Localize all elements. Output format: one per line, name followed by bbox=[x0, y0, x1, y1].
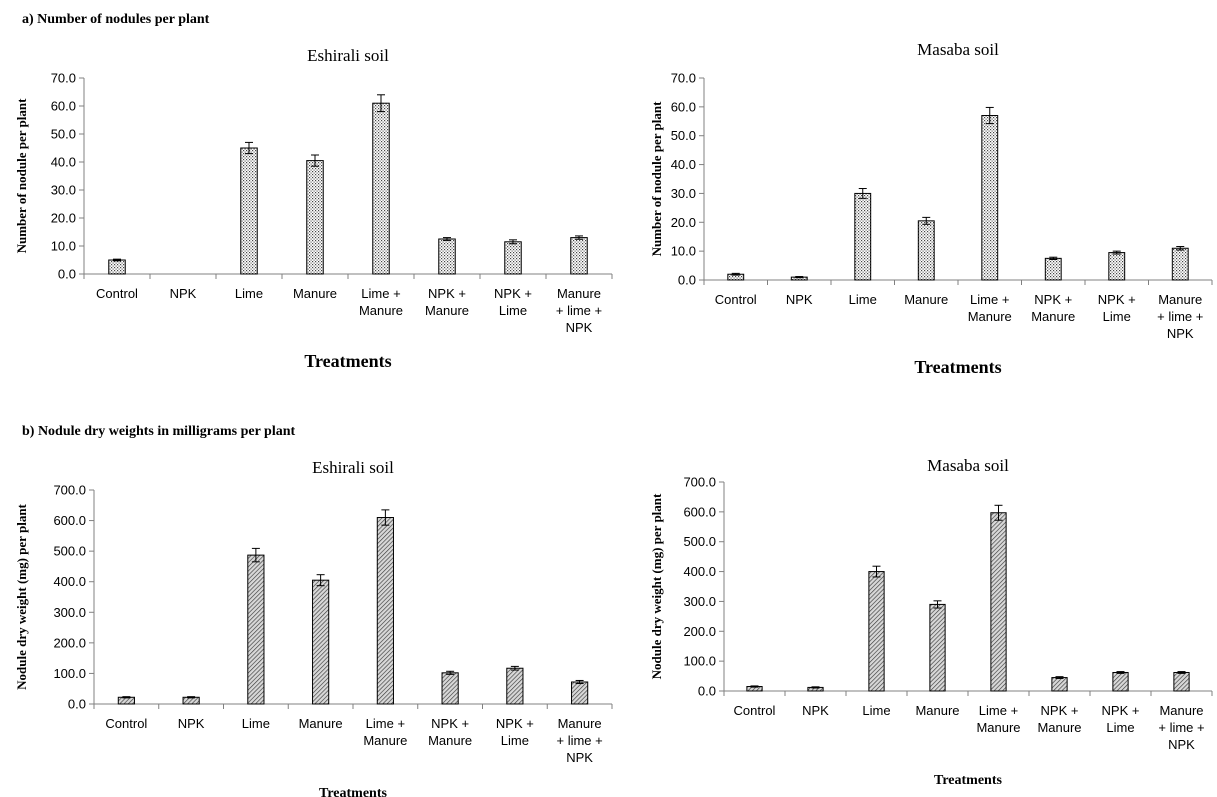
y-tick-label: 100.0 bbox=[683, 654, 716, 669]
category-label: Manure bbox=[299, 716, 343, 731]
category-label: Control bbox=[734, 703, 776, 718]
category-label: Control bbox=[105, 716, 147, 731]
chart-title: Masaba soil bbox=[917, 40, 999, 59]
bar bbox=[868, 571, 885, 692]
category-label: NPK + Lime bbox=[496, 716, 534, 748]
chart-dryweight-eshirali: Eshirali soil 0.0 100.0 200.0 300.0 400.0 500… bbox=[0, 0, 613, 797]
y-tick-label: 30.0 bbox=[51, 183, 76, 198]
x-axis-label: Treatments bbox=[934, 773, 1002, 788]
chart-nodules-masaba: Masaba soil 0.0 10.0 20.0 30.0 40.0 50.0 60.0 7… bbox=[649, 40, 1213, 377]
category-label: Manure bbox=[293, 286, 337, 301]
bar bbox=[1051, 677, 1068, 692]
category-label: NPK bbox=[178, 716, 205, 731]
category-label: Manure bbox=[915, 703, 959, 718]
category-label: Lime + Manure bbox=[359, 286, 403, 318]
category-label: Control bbox=[715, 292, 757, 307]
y-tick-label: 40.0 bbox=[671, 157, 696, 172]
category-label: Manure + lime + NPK bbox=[557, 716, 603, 765]
y-tick-label: 200.0 bbox=[53, 635, 86, 650]
y-tick-label: 500.0 bbox=[53, 544, 86, 559]
y-tick-label: 300.0 bbox=[53, 605, 86, 620]
category-label: NPK + Manure bbox=[428, 716, 472, 748]
x-axis-label: Treatments bbox=[319, 786, 387, 797]
category-label: NPK + Lime bbox=[1098, 292, 1136, 324]
y-tick-label: 10.0 bbox=[671, 244, 696, 259]
y-tick-label: 20.0 bbox=[51, 211, 76, 226]
section-b-label: b) Nodule dry weights in milligrams per … bbox=[22, 424, 296, 439]
y-tick-label: 0.0 bbox=[68, 697, 86, 712]
chart-nodules-eshirali: Eshirali soil 0.0 10.0 20.0 30.0 40.0 50.0 60.… bbox=[0, 0, 613, 400]
y-tick-label: 70.0 bbox=[671, 71, 696, 86]
x-axis-label: Treatments bbox=[914, 357, 1001, 377]
y-tick-label: 0.0 bbox=[58, 267, 76, 282]
category-label: NPK bbox=[786, 292, 813, 307]
category-label: NPK bbox=[802, 703, 829, 718]
y-tick-label: 10.0 bbox=[51, 239, 76, 254]
y-axis-label: Number of nodule per plant bbox=[649, 101, 664, 256]
category-label: Lime bbox=[849, 292, 877, 307]
chart-title: Eshirali soil bbox=[307, 46, 389, 65]
category-label: Lime + Manure bbox=[968, 292, 1012, 324]
category-label: Lime + Manure bbox=[976, 703, 1020, 735]
category-label: NPK + Manure bbox=[1031, 292, 1075, 324]
y-tick-label: 50.0 bbox=[671, 128, 696, 143]
category-label: NPK bbox=[170, 286, 197, 301]
y-tick-label: 70.0 bbox=[51, 71, 76, 86]
bar bbox=[1173, 671, 1190, 692]
y-tick-label: 400.0 bbox=[53, 574, 86, 589]
category-label: NPK + Manure bbox=[1037, 703, 1081, 735]
y-tick-label: 0.0 bbox=[698, 684, 716, 699]
category-label: Lime bbox=[862, 703, 890, 718]
category-label: NPK + Manure bbox=[425, 286, 469, 318]
y-tick-label: 700.0 bbox=[683, 475, 716, 490]
y-tick-label: 700.0 bbox=[53, 483, 86, 498]
bar bbox=[990, 512, 1007, 692]
y-tick-label: 500.0 bbox=[683, 534, 716, 549]
y-axis-label: Number of nodule per plant bbox=[14, 98, 29, 253]
section-a-label: a) Number of nodules per plant bbox=[22, 12, 210, 27]
bar bbox=[1112, 671, 1129, 692]
y-tick-label: 600.0 bbox=[683, 504, 716, 519]
y-axis-label: Nodule dry weight (mg) per plant bbox=[14, 503, 29, 689]
category-label: Manure bbox=[904, 292, 948, 307]
y-tick-label: 300.0 bbox=[683, 594, 716, 609]
category-label: Manure + lime + NPK bbox=[1157, 292, 1203, 341]
category-label: Control bbox=[96, 286, 138, 301]
y-tick-label: 60.0 bbox=[51, 99, 76, 114]
y-axis-label: Nodule dry weight (mg) per plant bbox=[649, 493, 664, 679]
x-axis-label: Treatments bbox=[304, 351, 391, 371]
category-label: Lime bbox=[242, 716, 270, 731]
category-label: Lime bbox=[235, 286, 263, 301]
category-label: Lime + Manure bbox=[363, 716, 407, 748]
y-tick-label: 50.0 bbox=[51, 127, 76, 142]
category-label: NPK + Lime bbox=[494, 286, 532, 318]
category-label: Manure + lime + NPK bbox=[1158, 703, 1204, 752]
y-tick-label: 200.0 bbox=[683, 624, 716, 639]
y-tick-label: 60.0 bbox=[671, 99, 696, 114]
y-tick-label: 20.0 bbox=[671, 215, 696, 230]
chart-title: Masaba soil bbox=[927, 456, 1009, 475]
y-tick-label: 0.0 bbox=[678, 273, 696, 288]
bar bbox=[929, 603, 946, 692]
y-tick-label: 30.0 bbox=[671, 186, 696, 201]
y-tick-label: 100.0 bbox=[53, 666, 86, 681]
y-tick-label: 400.0 bbox=[683, 564, 716, 579]
y-tick-label: 600.0 bbox=[53, 513, 86, 528]
category-label: NPK + Lime bbox=[1102, 703, 1140, 735]
y-tick-label: 40.0 bbox=[51, 155, 76, 170]
category-label: Manure + lime + NPK bbox=[556, 286, 602, 335]
chart-title: Eshirali soil bbox=[312, 458, 394, 477]
